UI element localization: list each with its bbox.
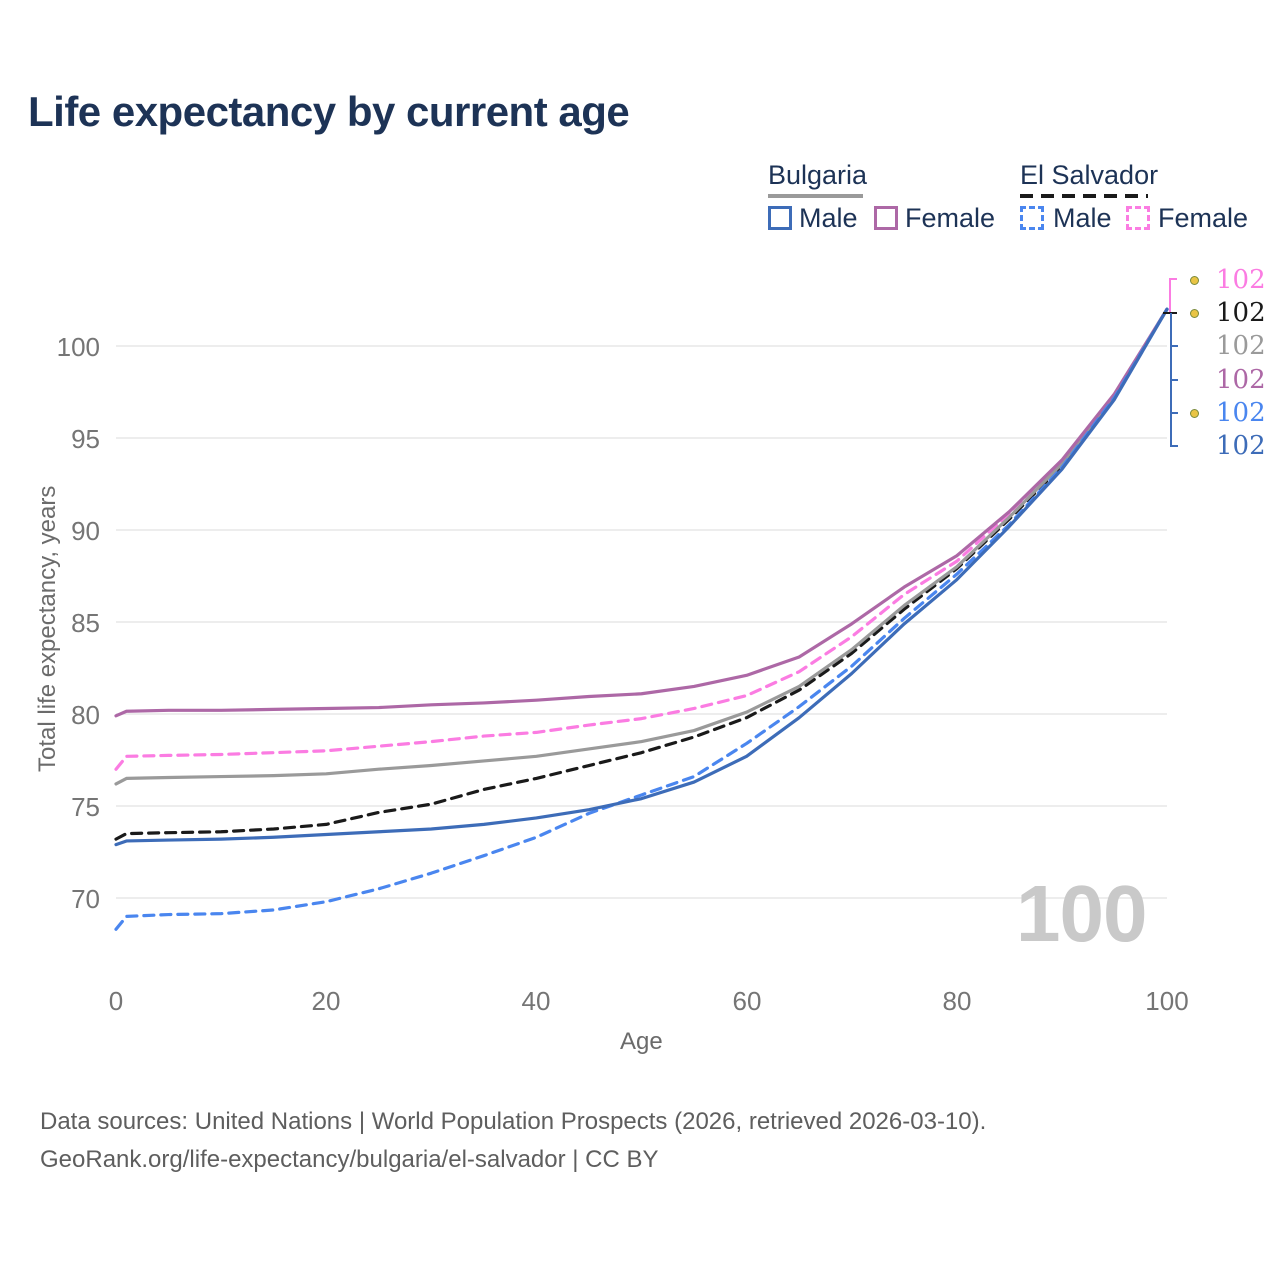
end-value: 102 [1216,398,1266,428]
series-line-sv-all[interactable] [114,307,1169,841]
end-label-bulgaria-female[interactable]: 102 [1180,364,1266,396]
y-axis-title: Total life expectancy, years [34,485,61,772]
end-label-el-salvador-female[interactable]: 102 [1180,264,1266,296]
el-salvador-line-style-swatch [1020,194,1148,198]
bulgaria-female-swatch[interactable] [874,206,898,230]
end-value: 102 [1216,265,1266,295]
end-value: 102 [1216,298,1266,328]
end-label-el-salvador-both[interactable]: 102 [1180,297,1266,329]
series-line-bg-female[interactable] [114,307,1169,718]
el-salvador-flag-icon [1180,399,1209,428]
leader-line-sv-female [1169,278,1171,314]
bulgaria-male-label[interactable]: Male [799,203,858,233]
bulgaria-female-label[interactable]: Female [905,203,996,233]
x-tick-100: 100 [1145,986,1189,1016]
x-axis-title: Age [620,1028,663,1055]
series-line-bg-all[interactable] [114,307,1169,786]
legend-group-bulgaria[interactable]: Bulgaria [768,160,868,190]
el-salvador-female-label[interactable]: Female [1158,203,1249,233]
el-salvador-male-label[interactable]: Male [1053,203,1112,233]
leader-tick-bg-male [1170,445,1178,447]
data-sources-note: Data sources: United Nations | World Pop… [40,1108,987,1135]
bulgaria-line-style-swatch [768,194,863,198]
bulgaria-male-swatch[interactable] [768,206,792,230]
x-tick-60: 60 [732,986,762,1016]
y-tick-90: 90 [71,516,100,546]
age-counter-watermark: 100 [1016,869,1147,958]
el-salvador-female-swatch[interactable] [1126,206,1150,230]
series-line-sv-male[interactable] [114,307,1169,931]
leader-tick-bg-female [1170,379,1178,381]
el-salvador-flag-icon [1180,299,1209,328]
end-label-bulgaria-male[interactable]: 102 [1180,430,1266,462]
leader-tick-sv-male [1170,412,1178,414]
bulgaria-flag-icon [1180,332,1209,361]
series-line-bg-male[interactable] [114,307,1169,847]
series-line-sv-female[interactable] [114,307,1169,771]
bulgaria-flag-icon [1180,432,1209,461]
y-tick-70: 70 [71,884,100,914]
legend-group-el-salvador[interactable]: El Salvador [1020,160,1159,190]
y-tick-100: 100 [56,332,100,362]
end-label-el-salvador-male[interactable]: 102 [1180,397,1266,429]
bulgaria-flag-icon [1180,366,1209,395]
page-title: Life expectancy by current age [28,88,630,135]
y-tick-80: 80 [71,700,100,730]
leader-tick-bg-all [1170,345,1178,347]
x-tick-0: 0 [108,986,124,1016]
y-tick-95: 95 [71,424,100,454]
el-salvador-flag-icon [1180,266,1209,295]
end-value: 102 [1216,331,1266,361]
x-tick-20: 20 [311,986,341,1016]
y-tick-85: 85 [71,608,100,638]
end-value: 102 [1216,431,1266,461]
source-url-note[interactable]: GeoRank.org/life-expectancy/bulgaria/el-… [40,1146,659,1173]
el-salvador-male-swatch[interactable] [1020,206,1044,230]
end-value: 102 [1216,365,1266,395]
x-tick-80: 80 [942,986,972,1016]
x-tick-40: 40 [521,986,551,1016]
end-label-bulgaria-both[interactable]: 102 [1180,330,1266,362]
leader-tick-sv-female [1169,278,1177,280]
y-tick-75: 75 [71,792,100,822]
